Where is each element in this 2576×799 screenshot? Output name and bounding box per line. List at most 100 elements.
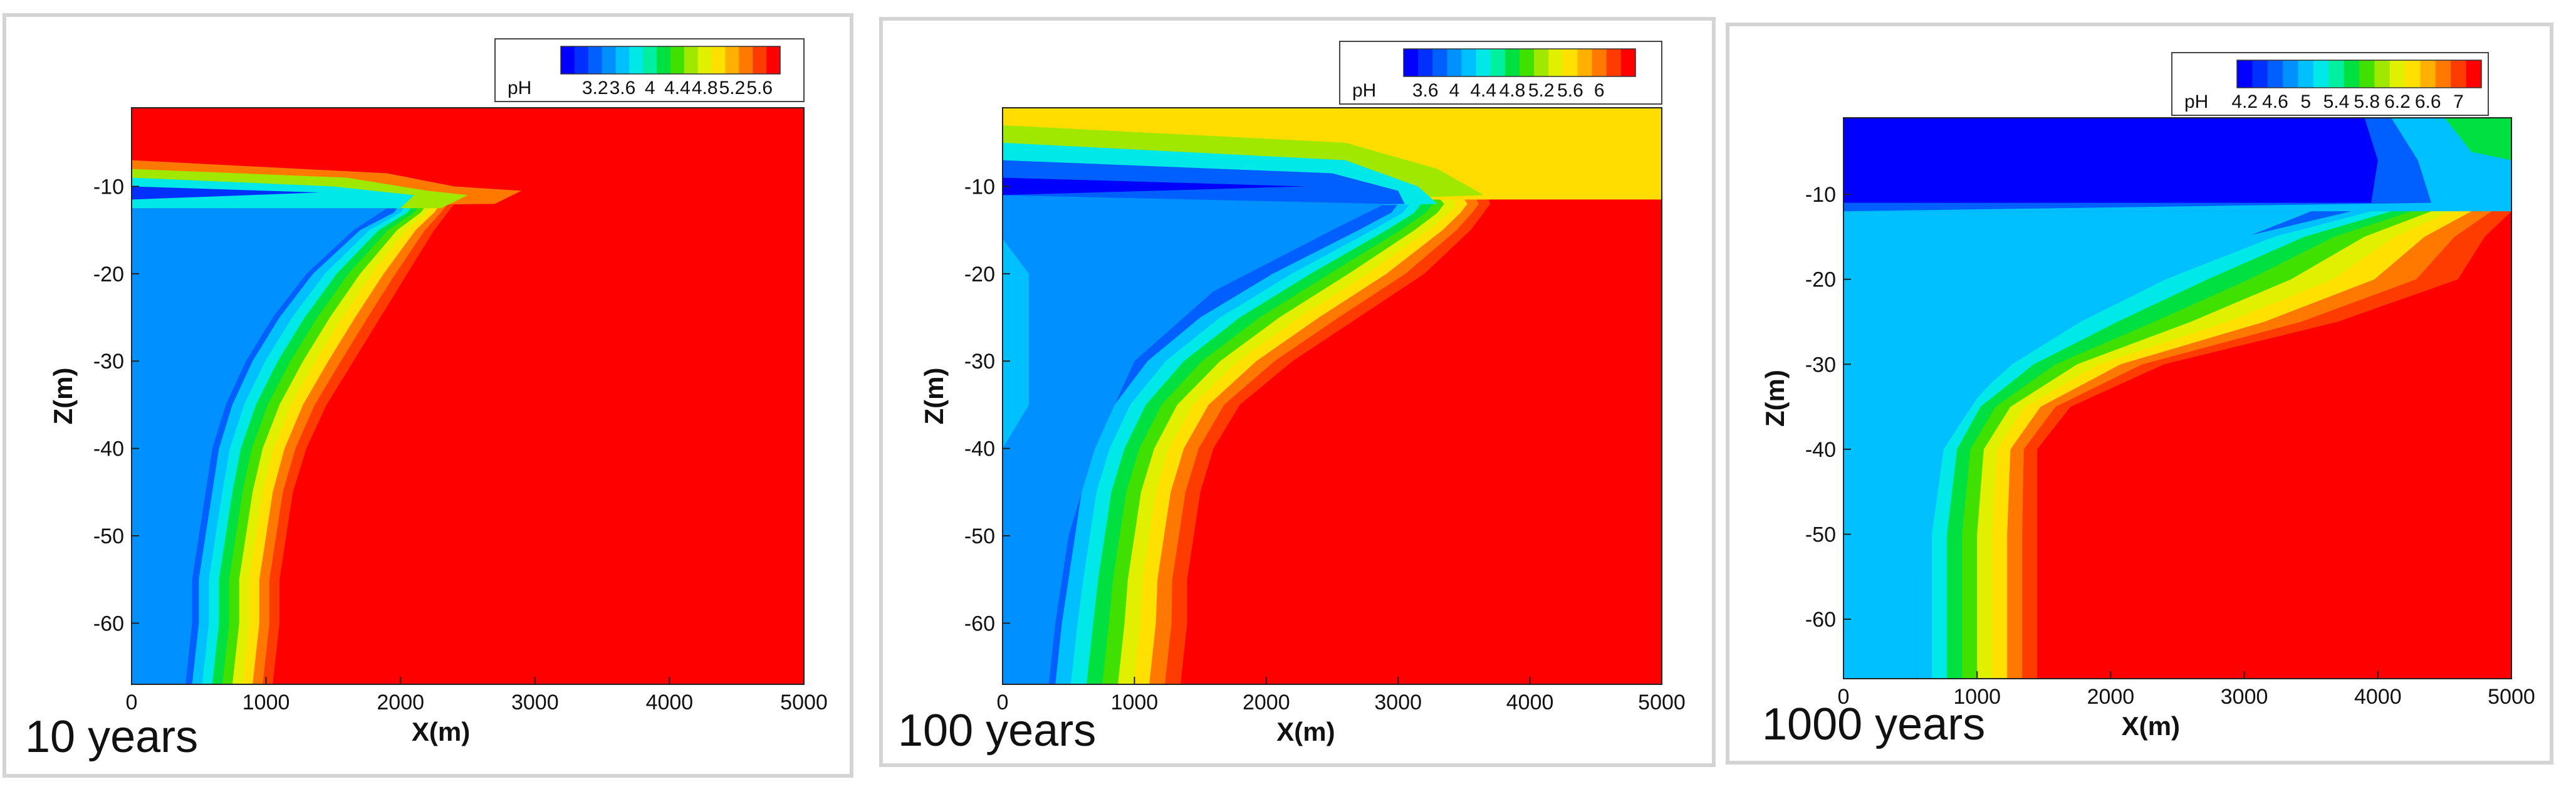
legend-swatch [1520, 49, 1535, 76]
legend-tick-label: 4.2 [2231, 91, 2258, 112]
x-tick-label: 5000 [1638, 691, 1686, 714]
y-tick-label: -10 [1805, 183, 1836, 207]
contour-band [2444, 118, 2511, 160]
legend-tick-label: 3.6 [1412, 80, 1439, 101]
legend-swatch [2267, 60, 2283, 88]
legend-swatch [739, 46, 753, 74]
x-tick-label: 3000 [2221, 685, 2268, 709]
x-tick-label: 3000 [1374, 691, 1422, 714]
y-tick-label: -50 [1805, 523, 1836, 546]
legend-tick-label: 4 [645, 78, 655, 98]
x-axis-title: X(m) [412, 717, 470, 746]
legend-swatch [561, 46, 575, 74]
legend-bar-outline [1403, 48, 1636, 77]
time-label: 10 years [25, 712, 198, 762]
legend-swatch [1620, 49, 1636, 76]
legend-swatch [643, 46, 657, 74]
x-tick-label: 4000 [1506, 691, 1554, 714]
y-tick-label: -50 [964, 525, 995, 548]
legend-swatch [1404, 49, 1419, 76]
legend-swatch [2420, 60, 2436, 88]
x-tick-label: 1000 [1111, 691, 1159, 714]
legend-tick-label: 4.8 [1499, 80, 1526, 101]
x-tick-label: 2000 [1243, 691, 1290, 714]
legend-swatch [2435, 60, 2451, 88]
ph-field [1003, 108, 1662, 684]
plot-border [1002, 107, 1662, 685]
legend-swatch [670, 46, 685, 74]
legend-tick-label: 7 [2453, 91, 2464, 112]
legend-tick-label: 5.2 [719, 78, 746, 98]
x-tick-label: 5000 [2488, 685, 2535, 709]
plot-border [1843, 117, 2512, 679]
legend-tick-label: 4.4 [1470, 80, 1496, 101]
plot-border [131, 107, 805, 685]
contour-band [1843, 118, 2378, 203]
legend-swatch [2328, 60, 2345, 88]
x-tick-label: 4000 [2354, 685, 2402, 709]
legend-tick-label: 5.6 [1557, 80, 1583, 101]
x-axis-title: X(m) [2122, 711, 2180, 741]
legend-tick-label: 4.6 [2262, 91, 2288, 112]
legend-swatch [1563, 49, 1578, 76]
y-tick-label: -20 [1805, 268, 1836, 292]
legend-tick-label: 6 [1594, 80, 1605, 101]
x-tick-label: 0 [1838, 685, 1850, 709]
ph-field [132, 108, 804, 684]
legend-swatch [1490, 49, 1506, 76]
legend-swatch [1461, 49, 1477, 76]
x-tick-label: 1000 [1953, 685, 2001, 709]
legend-swatch [1476, 49, 1491, 76]
legend-swatch [1592, 49, 1607, 76]
y-tick-label: -60 [1805, 608, 1836, 632]
legend-swatch [1418, 49, 1433, 76]
legend-bar-outline [2236, 60, 2482, 88]
legend-tick-label: 5.4 [2323, 91, 2350, 112]
legend-tick-label: 4.4 [664, 78, 691, 98]
legend-swatch [711, 46, 726, 74]
contour-band [132, 186, 320, 200]
legend-swatch [684, 46, 699, 74]
legend-swatch [2451, 60, 2467, 88]
x-tick-label: 0 [997, 691, 1009, 714]
legend-swatch [2359, 60, 2375, 88]
contour-band [1003, 177, 1306, 196]
y-tick-label: -20 [93, 263, 124, 286]
time-label: 100 years [898, 706, 1096, 756]
y-tick-label: -30 [1805, 353, 1836, 377]
legend-swatch [697, 46, 712, 74]
legend-swatch [2405, 60, 2421, 88]
x-tick-label: 2000 [2087, 685, 2135, 709]
legend-swatch [2374, 60, 2391, 88]
legend-swatch [2252, 60, 2268, 88]
x-tick-label: 5000 [780, 691, 828, 714]
x-tick-label: 3000 [511, 691, 559, 714]
y-tick-label: -40 [93, 437, 124, 461]
contour-band [1843, 211, 2312, 679]
legend-swatch [1432, 49, 1447, 76]
legend-tick-label: 5.6 [746, 78, 773, 98]
y-tick-label: -50 [93, 525, 124, 548]
y-axis-title: Z(m) [48, 368, 78, 425]
y-axis-title: Z(m) [919, 368, 949, 425]
legend-swatch [766, 46, 781, 74]
legend-swatch [1447, 49, 1462, 76]
chart-panel: 0 1000 2000 3000 4000 5000 -10 -20 -30 -40 -50 -60 X… [25, 38, 828, 762]
legend-bar-outline [560, 46, 781, 75]
y-tick-label: -60 [93, 612, 124, 635]
legend-swatch [1548, 49, 1563, 76]
y-tick-label: -40 [964, 437, 995, 461]
legend-swatch [1534, 49, 1549, 76]
legend-tick-label: 5 [2300, 91, 2311, 112]
legend-swatch [2344, 60, 2360, 88]
y-tick-label: -30 [93, 350, 124, 373]
legend-tick-label: 6.2 [2384, 91, 2411, 112]
y-tick-label: -40 [1805, 438, 1836, 462]
legend-swatch [2389, 60, 2406, 88]
legend-swatch [657, 46, 671, 74]
y-tick-label: -30 [964, 350, 995, 373]
legend-tick-label: 4.8 [692, 78, 718, 98]
legend-swatch [753, 46, 767, 74]
x-tick-label: 4000 [646, 691, 694, 714]
